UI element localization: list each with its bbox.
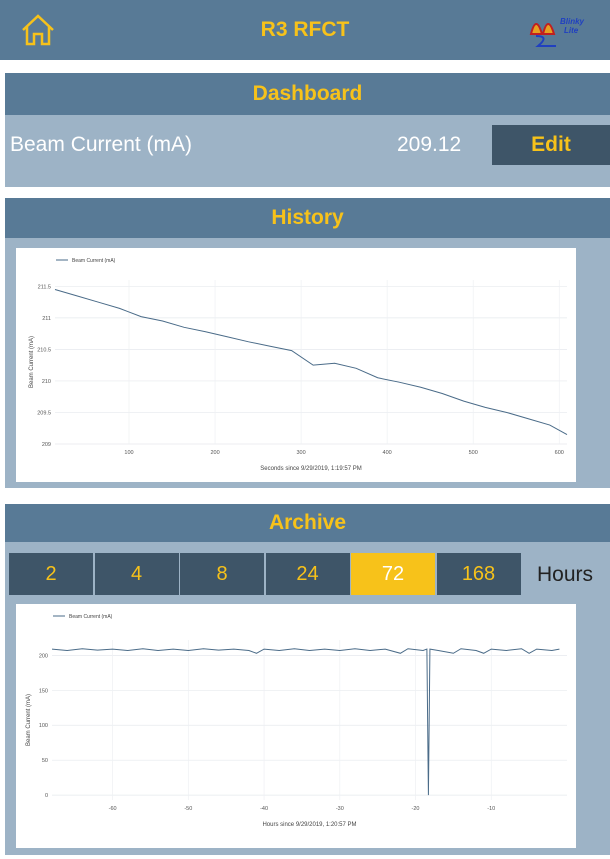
x-tick-label: -40 (260, 806, 268, 812)
logo-text: Blinky (560, 17, 585, 26)
y-tick-label: 210.5 (37, 347, 51, 353)
x-tick-label: 400 (383, 450, 392, 456)
y-tick-label: 210 (42, 379, 51, 385)
history-chart: 209 209.5 210 210.5 211 211.5 100 200 300 400 500 6… (16, 248, 576, 482)
y-tick-label: 0 (45, 793, 48, 799)
x-tick-label: 200 (210, 450, 219, 456)
line (51, 648, 560, 796)
section-title: History (271, 206, 344, 229)
x-tick-label: -30 (336, 806, 344, 812)
top-bar: R3 RFCT Blinky Lite (0, 0, 610, 60)
range-button[interactable]: 72 (351, 553, 435, 595)
logo: Blinky Lite (529, 17, 585, 47)
y-tick-label: 100 (39, 723, 48, 729)
range-button[interactable]: 168 (436, 553, 521, 595)
edit-button[interactable]: Edit (492, 125, 610, 165)
y-tick-label: 211 (42, 316, 51, 322)
y-axis-label: Beam Current (mA) (26, 694, 32, 746)
range-button[interactable]: 24 (265, 553, 350, 595)
x-tick-label: -10 (487, 806, 495, 812)
y-tick-label: 209 (42, 442, 51, 448)
logo-text: Lite (564, 26, 579, 35)
archive-chart: 0 50 100 150 200 -60 -50 -40 -30 -20 -10 Hours sinc… (16, 604, 576, 848)
x-tick-label: -20 (412, 806, 420, 812)
legend-label: Beam Current (mA) (69, 614, 113, 620)
x-tick-label: 600 (555, 450, 564, 456)
y-tick-label: 50 (42, 758, 48, 764)
unit-label: Hours (537, 563, 594, 586)
x-axis-label: Seconds since 9/29/2019, 1:19:57 PM (260, 466, 361, 472)
app-title: R3 RFCT (260, 18, 350, 41)
y-tick-label: 209.5 (37, 410, 51, 416)
metric-label: Beam Current (mA) (10, 133, 193, 156)
metric-value: 209.12 (397, 133, 462, 156)
y-axis-label: Beam Current (mA) (29, 336, 35, 388)
y-tick-label: 211.5 (38, 284, 51, 290)
line (54, 288, 568, 435)
x-tick-label: -50 (184, 806, 192, 812)
x-tick-label: 100 (124, 450, 133, 456)
section-header: Archive (5, 504, 610, 542)
section-title: Dashboard (252, 82, 363, 105)
range-button[interactable]: 2 (9, 553, 93, 595)
y-tick-label: 150 (39, 688, 48, 694)
range-button[interactable]: 8 (180, 553, 264, 595)
x-tick-label: 500 (469, 450, 478, 456)
home-icon[interactable] (20, 13, 56, 47)
section-header: History (5, 198, 610, 238)
x-tick-label: -60 (109, 806, 117, 812)
y-tick-label: 200 (39, 653, 48, 659)
x-tick-label: 300 (297, 450, 306, 456)
section-header: Dashboard (5, 73, 610, 115)
section-title: Archive (268, 511, 347, 534)
range-button[interactable]: 4 (94, 553, 179, 595)
x-axis-label: Hours since 9/29/2019, 1:20:57 PM (262, 822, 356, 828)
legend-label: Beam Current (mA) (72, 258, 116, 264)
